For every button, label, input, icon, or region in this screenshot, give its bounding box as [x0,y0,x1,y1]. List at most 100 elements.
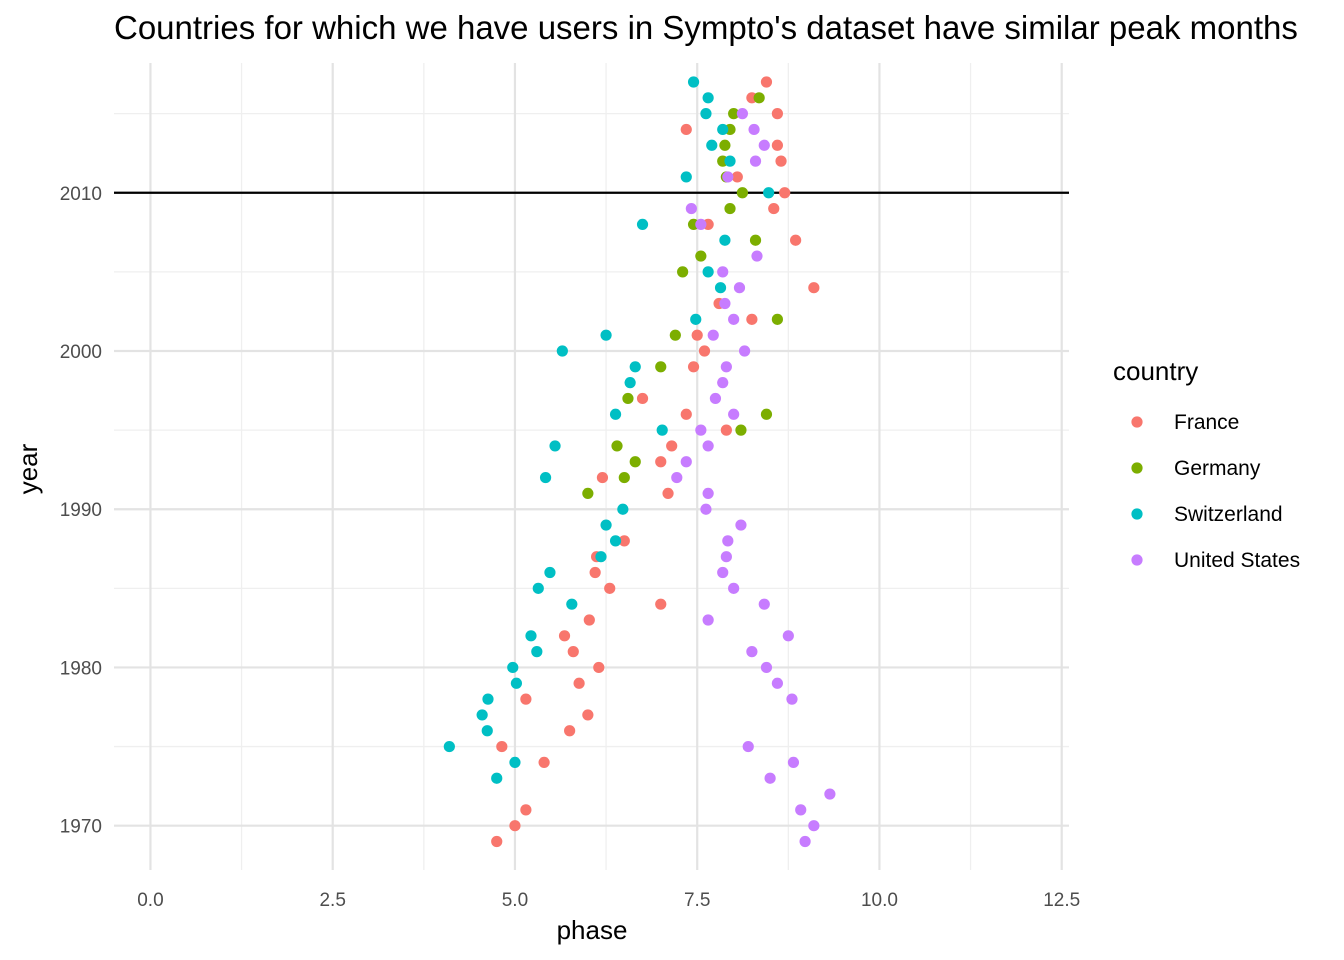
point-france [662,487,674,499]
point-switzerland [566,598,578,610]
x-tick-label: 5.0 [502,890,528,911]
point-france [491,835,503,848]
point-france [583,614,595,626]
point-united-states [736,108,749,120]
point-germany [695,250,707,262]
x-tick-labels: 0.0 2.5 5.0 7.5 10.0 12.5 [137,890,1080,911]
point-united-states [742,740,754,753]
point-france [771,139,783,151]
point-switzerland [600,519,612,531]
point-germany [735,424,747,436]
point-switzerland [680,171,692,183]
point-united-states [728,582,740,594]
legend-label-switzerland: Switzerland [1174,503,1283,526]
point-germany [771,313,783,325]
point-germany [724,202,736,215]
point-switzerland [629,361,641,373]
point-germany [728,108,740,120]
point-switzerland [717,123,729,136]
y-axis-title: year [13,443,43,494]
point-united-states [758,598,770,610]
point-france [698,345,711,357]
point-united-states [680,456,692,468]
point-united-states [799,835,811,848]
point-switzerland [476,709,488,721]
point-switzerland [636,218,649,230]
point-united-states [702,440,714,452]
point-france [509,820,521,832]
point-united-states [795,804,807,816]
point-france [680,408,692,420]
point-united-states [738,345,751,357]
point-france [687,361,700,373]
y-tick-labels: 1970 1980 1990 2000 2010 [60,184,102,838]
point-switzerland [549,440,561,452]
point-france [746,313,758,325]
point-united-states [695,218,707,230]
point-switzerland [509,756,521,769]
point-united-states [717,266,729,278]
point-switzerland [724,155,736,167]
point-switzerland [491,772,503,784]
point-france [496,740,508,753]
point-germany [749,234,762,246]
x-tick-label: 0.0 [137,890,163,911]
legend-title: country [1113,356,1198,386]
point-united-states [786,693,798,705]
legend-key-united-states [1131,554,1143,566]
point-france [779,187,791,199]
point-switzerland [544,566,556,579]
legend-label-germany: Germany [1174,457,1261,480]
point-germany [629,456,641,468]
x-tick-label: 10.0 [861,890,898,911]
point-switzerland [714,282,727,294]
legend-label-france: France [1174,411,1239,434]
point-united-states [787,756,800,769]
y-tick-label: 1970 [60,817,102,838]
point-france [564,725,576,737]
point-united-states [685,202,697,215]
y-tick-label: 2000 [60,342,102,363]
point-united-states [748,123,760,136]
x-axis-title: phase [557,915,628,945]
point-switzerland [719,234,731,246]
point-united-states [720,361,732,373]
point-switzerland [702,266,714,278]
point-switzerland [687,76,700,88]
point-united-states [746,646,758,658]
point-germany [669,329,681,341]
point-switzerland [525,630,537,642]
point-united-states [719,297,731,310]
point-united-states [717,377,729,389]
point-france [589,566,601,579]
point-france [768,202,780,215]
major-gridlines [114,63,1069,870]
point-united-states [702,487,714,499]
data-points [443,76,836,848]
point-germany [611,440,623,452]
point-france [691,329,703,341]
legend-key-germany [1131,462,1143,474]
point-france [604,582,616,594]
point-united-states [760,661,773,674]
point-switzerland [624,377,636,389]
point-united-states [695,424,707,436]
y-tick-label: 1990 [60,500,102,521]
point-germany [677,266,689,278]
x-tick-label: 7.5 [684,890,710,911]
legend-items: France Germany Switzerland United States [1131,411,1300,572]
point-switzerland [609,535,622,547]
point-switzerland [609,408,622,420]
point-united-states [808,820,820,832]
point-france [775,155,787,167]
point-france [731,171,743,183]
point-germany [618,471,630,484]
point-united-states [700,503,712,515]
point-united-states [728,313,740,325]
point-germany [760,408,773,420]
point-germany [622,392,634,405]
point-united-states [717,566,729,579]
point-france [618,535,630,547]
point-france [520,804,532,816]
